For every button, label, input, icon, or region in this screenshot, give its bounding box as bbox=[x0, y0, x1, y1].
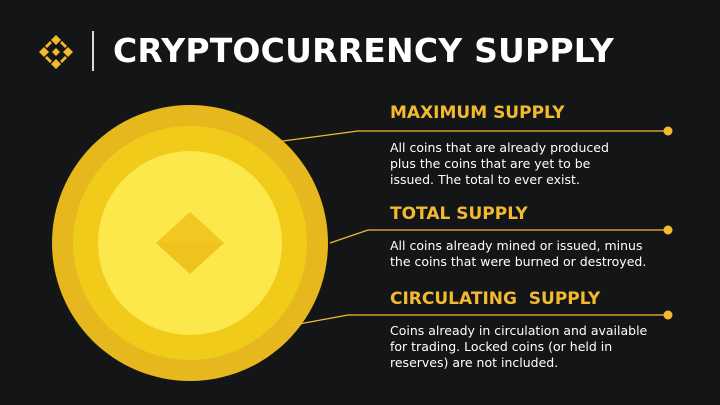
connector-line-max bbox=[267, 130, 668, 144]
circulating-supply-heading: CIRCULATING SUPPLY bbox=[390, 289, 601, 309]
connector-dot-circ bbox=[663, 310, 673, 320]
connector-dot-max bbox=[663, 126, 673, 136]
total-supply-description: All coins already mined or issued, minus… bbox=[390, 238, 647, 269]
connector-dot-total bbox=[663, 225, 673, 235]
page-title: CRYPTOCURRENCY SUPPLY bbox=[113, 31, 614, 70]
binance-logo-icon bbox=[39, 35, 73, 69]
max-supply-description: All coins that are already produced plus… bbox=[390, 140, 609, 187]
circulating-supply-description: Coins already in circulation and availab… bbox=[390, 323, 648, 370]
connector-line-total bbox=[329, 229, 668, 244]
connector-line-circ bbox=[287, 314, 668, 327]
title-divider bbox=[92, 31, 94, 71]
max-supply-heading: MAXIMUM SUPPLY bbox=[390, 103, 565, 123]
total-supply-heading: TOTAL SUPPLY bbox=[390, 204, 528, 224]
coin-diamond-highlight bbox=[156, 212, 224, 243]
